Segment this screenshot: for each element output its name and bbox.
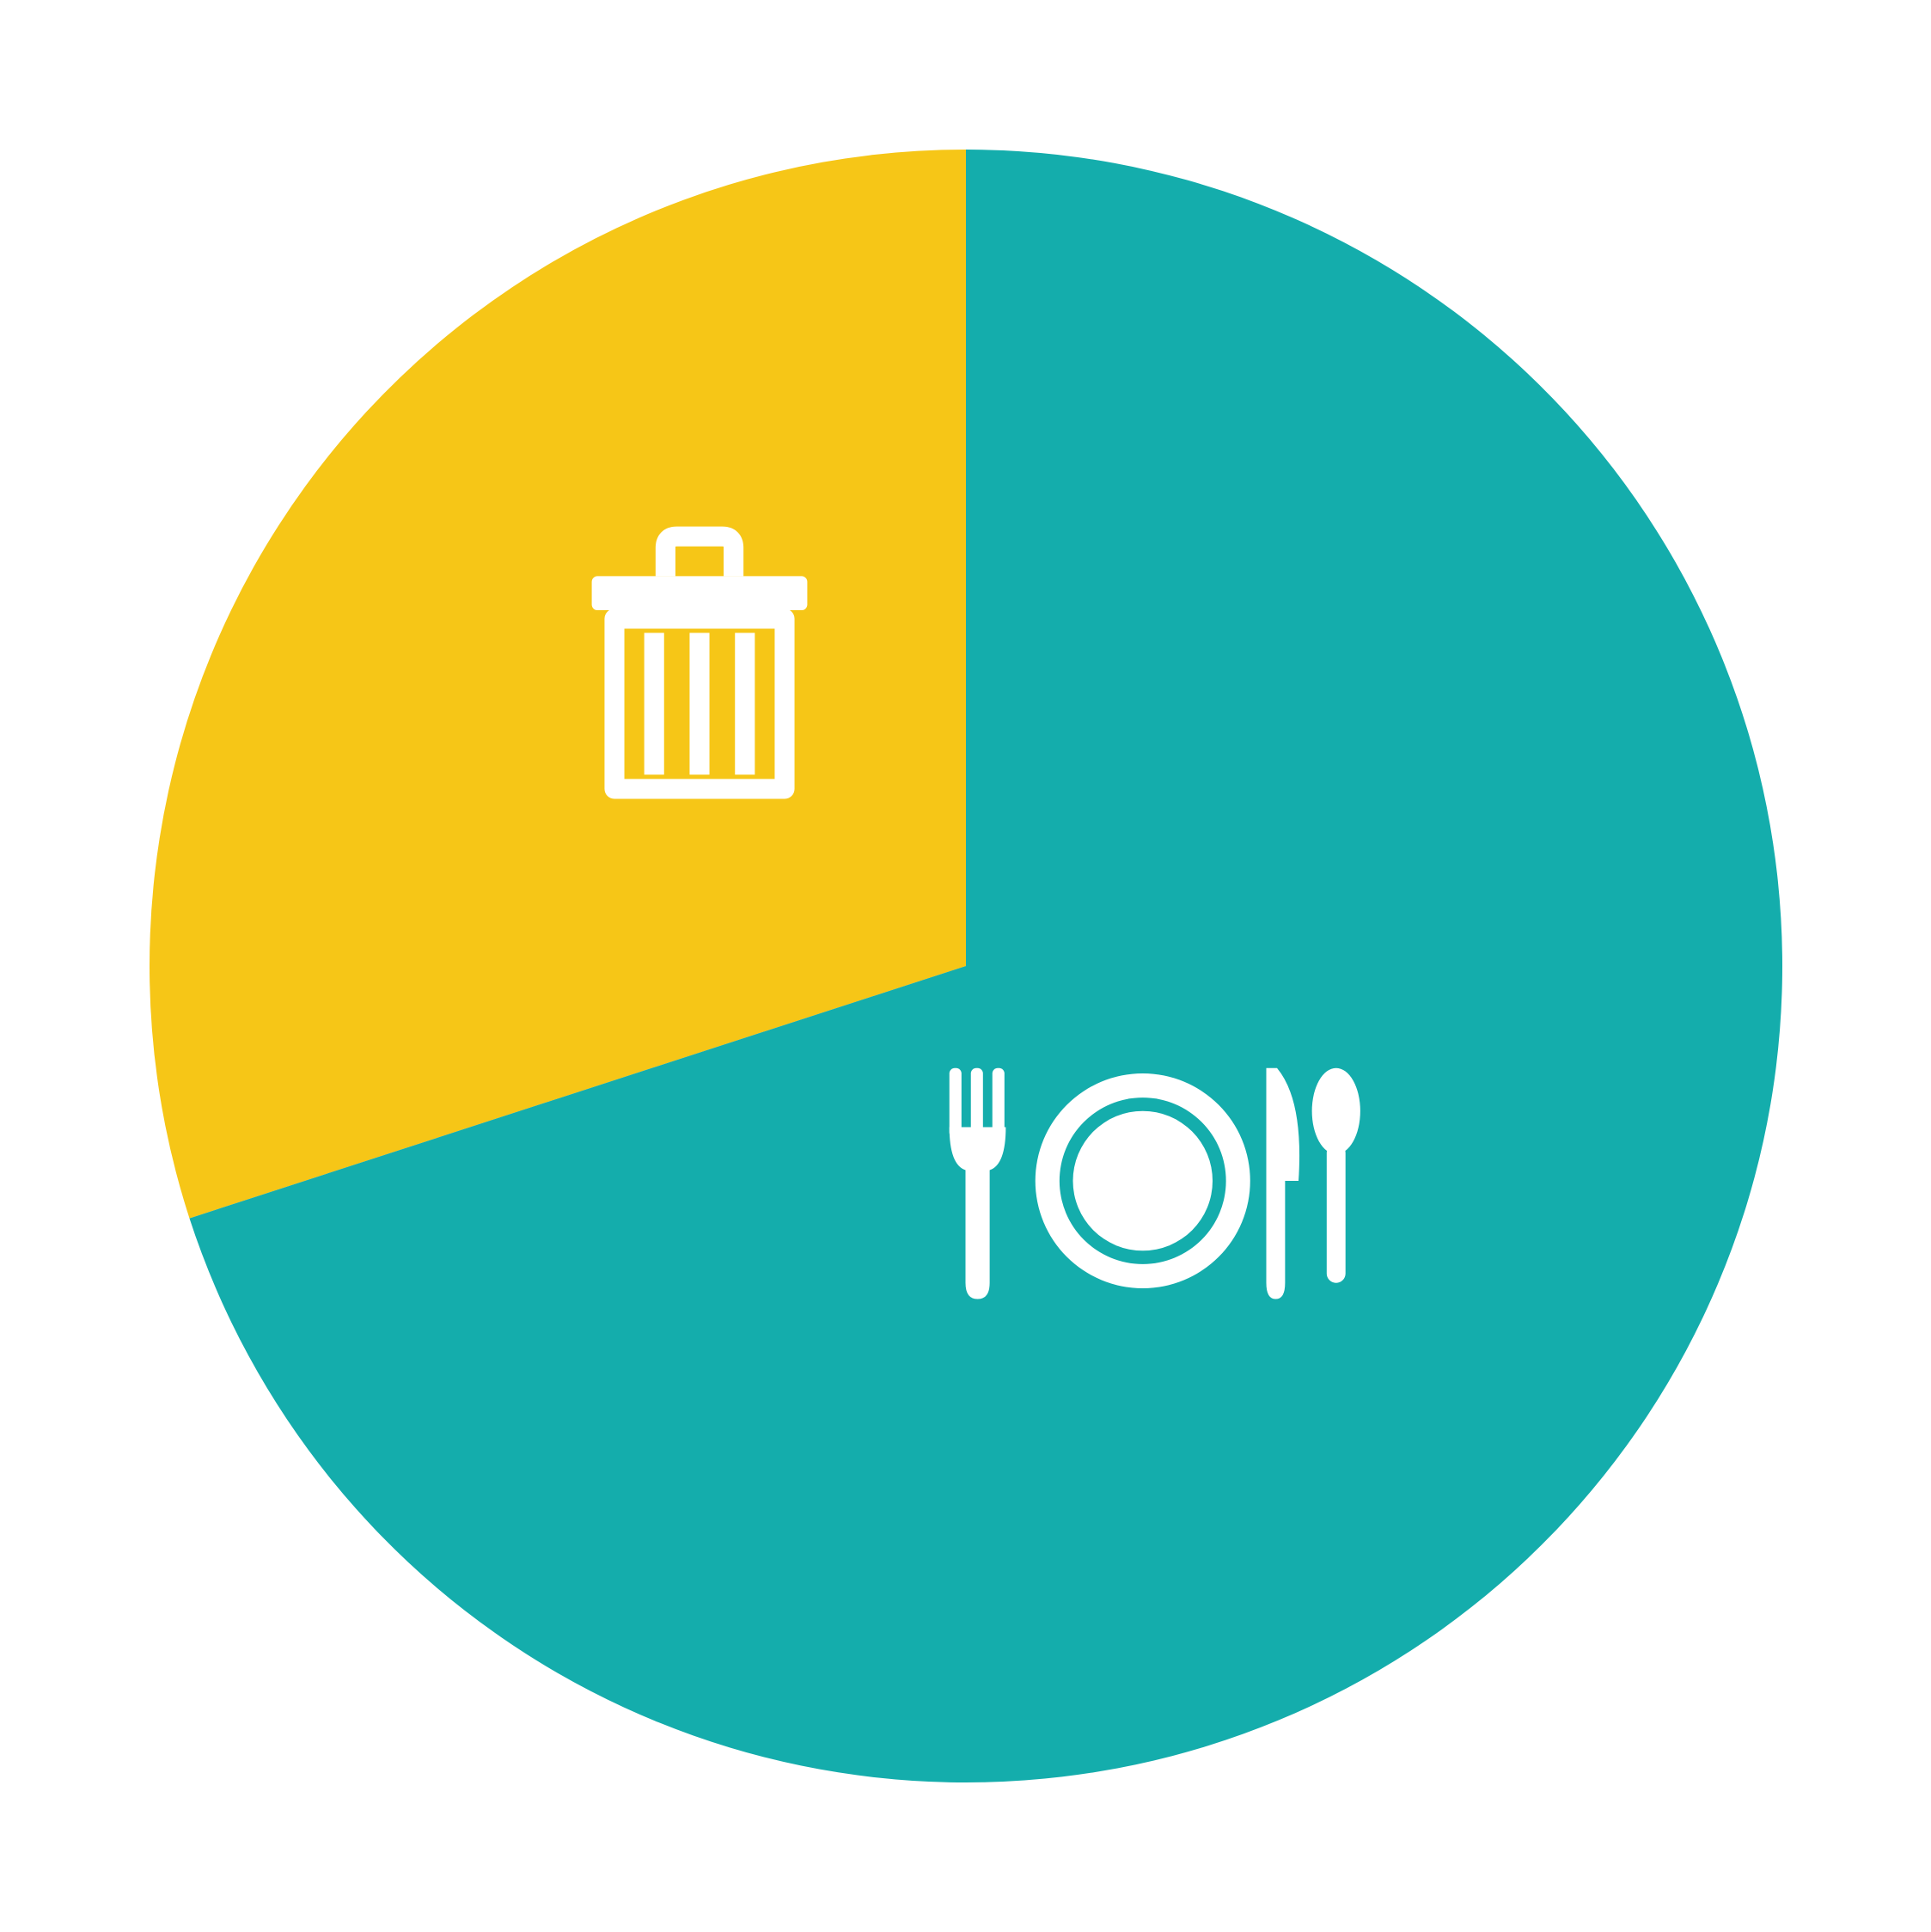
pie-chart [150, 150, 1782, 1782]
pie-svg [150, 150, 1782, 1782]
